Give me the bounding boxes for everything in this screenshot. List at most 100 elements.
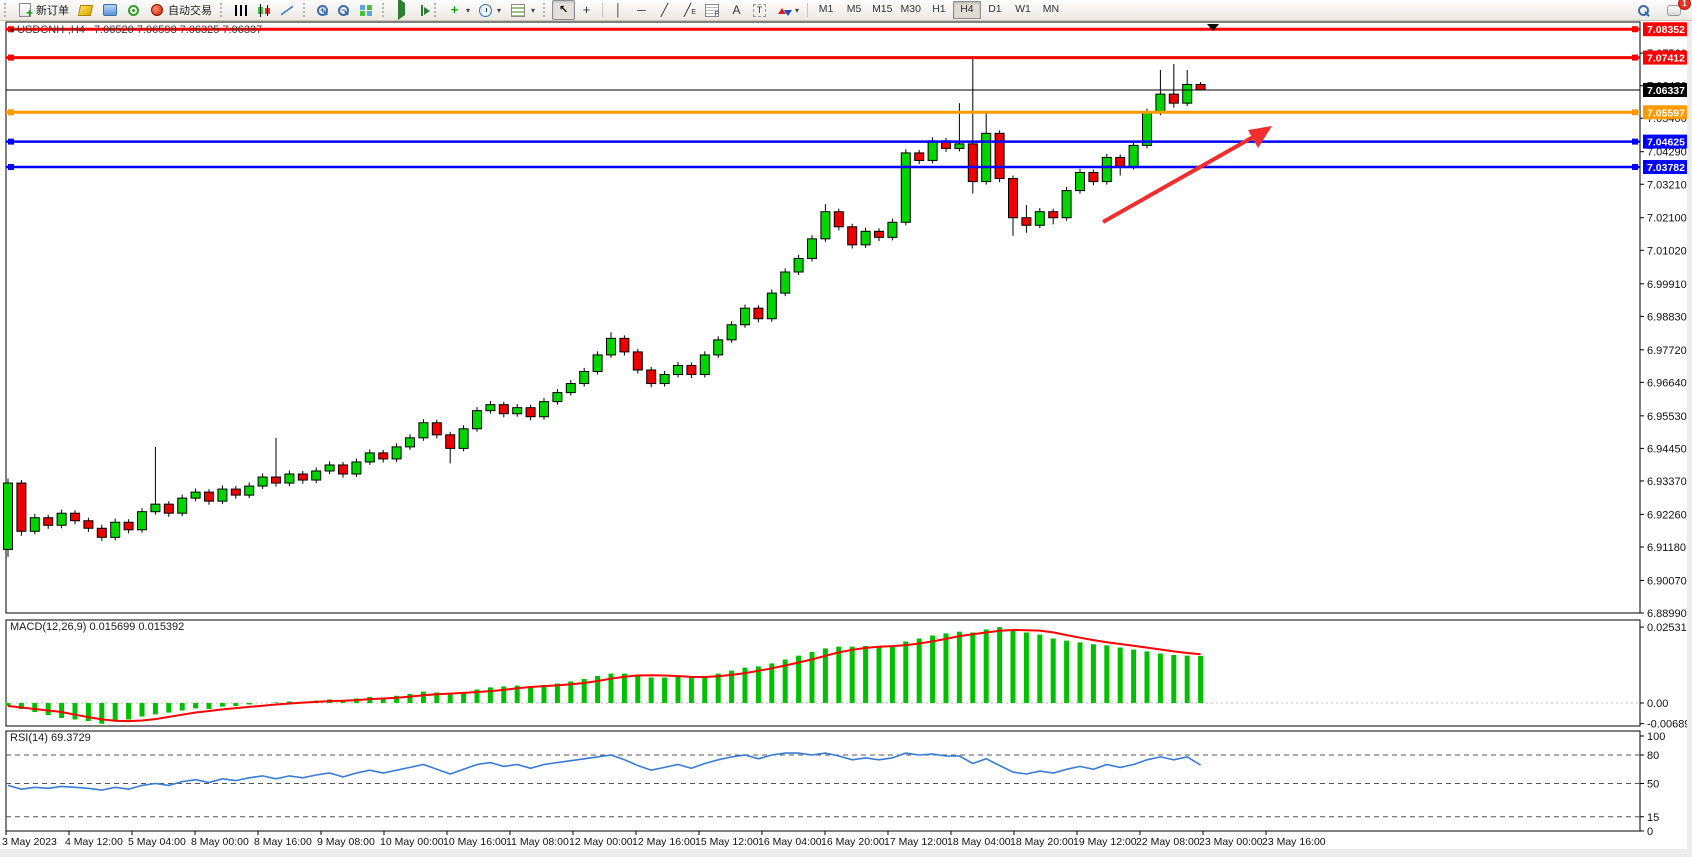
timeframe-button-mn[interactable]: MN bbox=[1042, 3, 1060, 15]
toolbar-grip[interactable] bbox=[382, 3, 387, 17]
svg-text:12 May 00:00: 12 May 00:00 bbox=[569, 836, 633, 848]
svg-text:11 May 08:00: 11 May 08:00 bbox=[506, 836, 569, 848]
trendline-button[interactable]: ╱ bbox=[653, 0, 676, 20]
svg-text:7.03782: 7.03782 bbox=[1647, 162, 1685, 174]
svg-text:5 May 04:00: 5 May 04:00 bbox=[128, 836, 186, 848]
text-button[interactable]: A bbox=[725, 0, 748, 20]
cursor-icon: ↖ bbox=[558, 3, 569, 16]
timeframe-button-d1[interactable]: D1 bbox=[988, 3, 1002, 15]
market-watch-icon bbox=[103, 4, 117, 16]
svg-text:18 May 04:00: 18 May 04:00 bbox=[947, 836, 1011, 848]
zoom-in-button[interactable]: + bbox=[312, 0, 333, 20]
horizontal-line-button[interactable]: ─ bbox=[630, 0, 653, 20]
zoom-out-button[interactable]: − bbox=[333, 0, 354, 20]
toolbar-grip[interactable] bbox=[303, 3, 308, 17]
fibonacci-button[interactable]: F bbox=[699, 0, 725, 20]
line-chart-button[interactable] bbox=[275, 0, 299, 20]
new-order-icon bbox=[19, 3, 33, 20]
vertical-line-button[interactable]: │ bbox=[607, 0, 630, 20]
search-icon bbox=[1638, 4, 1649, 16]
svg-text:6.99910: 6.99910 bbox=[1647, 279, 1687, 291]
toolbar-grip[interactable] bbox=[434, 3, 439, 17]
timeframe-button-m5[interactable]: M5 bbox=[846, 3, 862, 15]
auto-trading-button[interactable]: 自动交易 bbox=[145, 0, 216, 20]
chart-ohlc-values: 7.06520 7.06598 7.06325 7.06337 bbox=[93, 24, 263, 36]
svg-text:6.96640: 6.96640 bbox=[1647, 377, 1687, 389]
timeframe-button-m30[interactable]: M30 bbox=[900, 3, 921, 15]
panel-splitter[interactable] bbox=[0, 727, 1686, 731]
equidistant-channel-button[interactable]: ╱ E bbox=[676, 0, 699, 20]
current-bar-marker bbox=[1207, 24, 1219, 31]
bar-chart-icon bbox=[235, 4, 247, 16]
svg-text:7.06337: 7.06337 bbox=[1647, 85, 1685, 97]
svg-text:6.93370: 6.93370 bbox=[1647, 476, 1687, 488]
svg-text:19 May 12:00: 19 May 12:00 bbox=[1073, 836, 1137, 848]
svg-text:6.92260: 6.92260 bbox=[1647, 509, 1687, 521]
svg-text:7.07412: 7.07412 bbox=[1647, 53, 1685, 65]
svg-text:17 May 12:00: 17 May 12:00 bbox=[884, 836, 948, 848]
svg-text:15: 15 bbox=[1647, 812, 1659, 824]
indicators-icon: + bbox=[450, 1, 459, 17]
indicators-button[interactable]: + ▾ bbox=[443, 0, 474, 20]
svg-text:6.94450: 6.94450 bbox=[1647, 443, 1687, 455]
svg-text:4 May 12:00: 4 May 12:00 bbox=[65, 836, 123, 848]
crosshair-icon: + bbox=[582, 1, 591, 17]
templates-button[interactable]: ▾ bbox=[505, 0, 539, 20]
svg-text:7.08352: 7.08352 bbox=[1647, 24, 1685, 36]
arrows-button[interactable]: ▾ bbox=[771, 0, 803, 20]
zoom-out-icon: − bbox=[338, 4, 349, 16]
svg-text:6.98830: 6.98830 bbox=[1647, 311, 1687, 323]
chart-canvas[interactable]: 7.075607.064807.054007.042907.032107.021… bbox=[0, 20, 1692, 857]
zoom-in-icon: + bbox=[317, 4, 328, 16]
svg-text:0.00: 0.00 bbox=[1647, 698, 1668, 710]
crosshair-button[interactable]: + bbox=[575, 0, 598, 20]
text-label-button[interactable]: T bbox=[748, 0, 771, 20]
window-edge bbox=[1687, 0, 1692, 857]
highlighter-button[interactable] bbox=[73, 0, 98, 20]
timeframe-button-m1[interactable]: M1 bbox=[818, 3, 834, 15]
chart-menu-marker[interactable]: ▾ bbox=[10, 26, 15, 35]
auto-scroll-button[interactable] bbox=[391, 0, 414, 20]
chevron-down-icon: ▾ bbox=[531, 5, 536, 15]
notification-badge[interactable]: 1 bbox=[1678, 0, 1691, 10]
fibonacci-icon: F bbox=[705, 3, 720, 18]
timeframe-button-m15[interactable]: M15 bbox=[872, 3, 893, 15]
panel-splitter[interactable] bbox=[0, 614, 1686, 618]
rsi-label: RSI(14) 69.3729 bbox=[10, 732, 91, 744]
signal-button[interactable] bbox=[122, 0, 145, 20]
tile-windows-button[interactable] bbox=[354, 0, 378, 20]
horizontal-line-icon: ─ bbox=[637, 2, 646, 17]
highlighter-icon bbox=[77, 4, 94, 16]
svg-text:12 May 16:00: 12 May 16:00 bbox=[632, 836, 696, 848]
svg-text:23 May 16:00: 23 May 16:00 bbox=[1262, 836, 1326, 848]
new-order-button[interactable]: 新订单 bbox=[13, 0, 73, 20]
svg-text:7.05597: 7.05597 bbox=[1647, 107, 1685, 119]
chart-title: ▾ USDCNH-,H4 7.06520 7.06598 7.06325 7.0… bbox=[10, 24, 262, 36]
window-edge bbox=[0, 849, 1692, 857]
toolbar-grip[interactable] bbox=[4, 3, 9, 17]
arrows-icon bbox=[777, 5, 793, 16]
svg-text:18 May 20:00: 18 May 20:00 bbox=[1010, 836, 1074, 848]
bar-chart-button[interactable] bbox=[229, 0, 253, 20]
text-icon: A bbox=[732, 2, 741, 17]
market-watch-button[interactable] bbox=[98, 0, 122, 20]
toolbar-grip[interactable] bbox=[543, 3, 548, 17]
timeframe-button-h1[interactable]: H1 bbox=[932, 3, 946, 15]
search-button[interactable] bbox=[1633, 0, 1654, 20]
svg-text:7.03210: 7.03210 bbox=[1647, 179, 1687, 191]
svg-text:6.97720: 6.97720 bbox=[1647, 345, 1687, 357]
svg-text:6.95530: 6.95530 bbox=[1647, 411, 1687, 423]
chart-shift-button[interactable] bbox=[414, 0, 430, 20]
timeframe-button-h4[interactable]: H4 bbox=[952, 1, 981, 19]
candlestick-chart-button[interactable] bbox=[253, 0, 275, 20]
vertical-line-icon: │ bbox=[614, 2, 623, 17]
cursor-button[interactable]: ↖ bbox=[552, 0, 576, 20]
notifications-button[interactable]: 1 bbox=[1662, 0, 1691, 20]
template-icon bbox=[511, 3, 526, 17]
auto-trading-icon bbox=[151, 4, 163, 16]
periods-button[interactable]: ▾ bbox=[474, 0, 505, 20]
toolbar-grip[interactable] bbox=[220, 3, 225, 17]
timeframe-button-w1[interactable]: W1 bbox=[1015, 3, 1031, 15]
trend-arrow[interactable] bbox=[1102, 126, 1272, 224]
